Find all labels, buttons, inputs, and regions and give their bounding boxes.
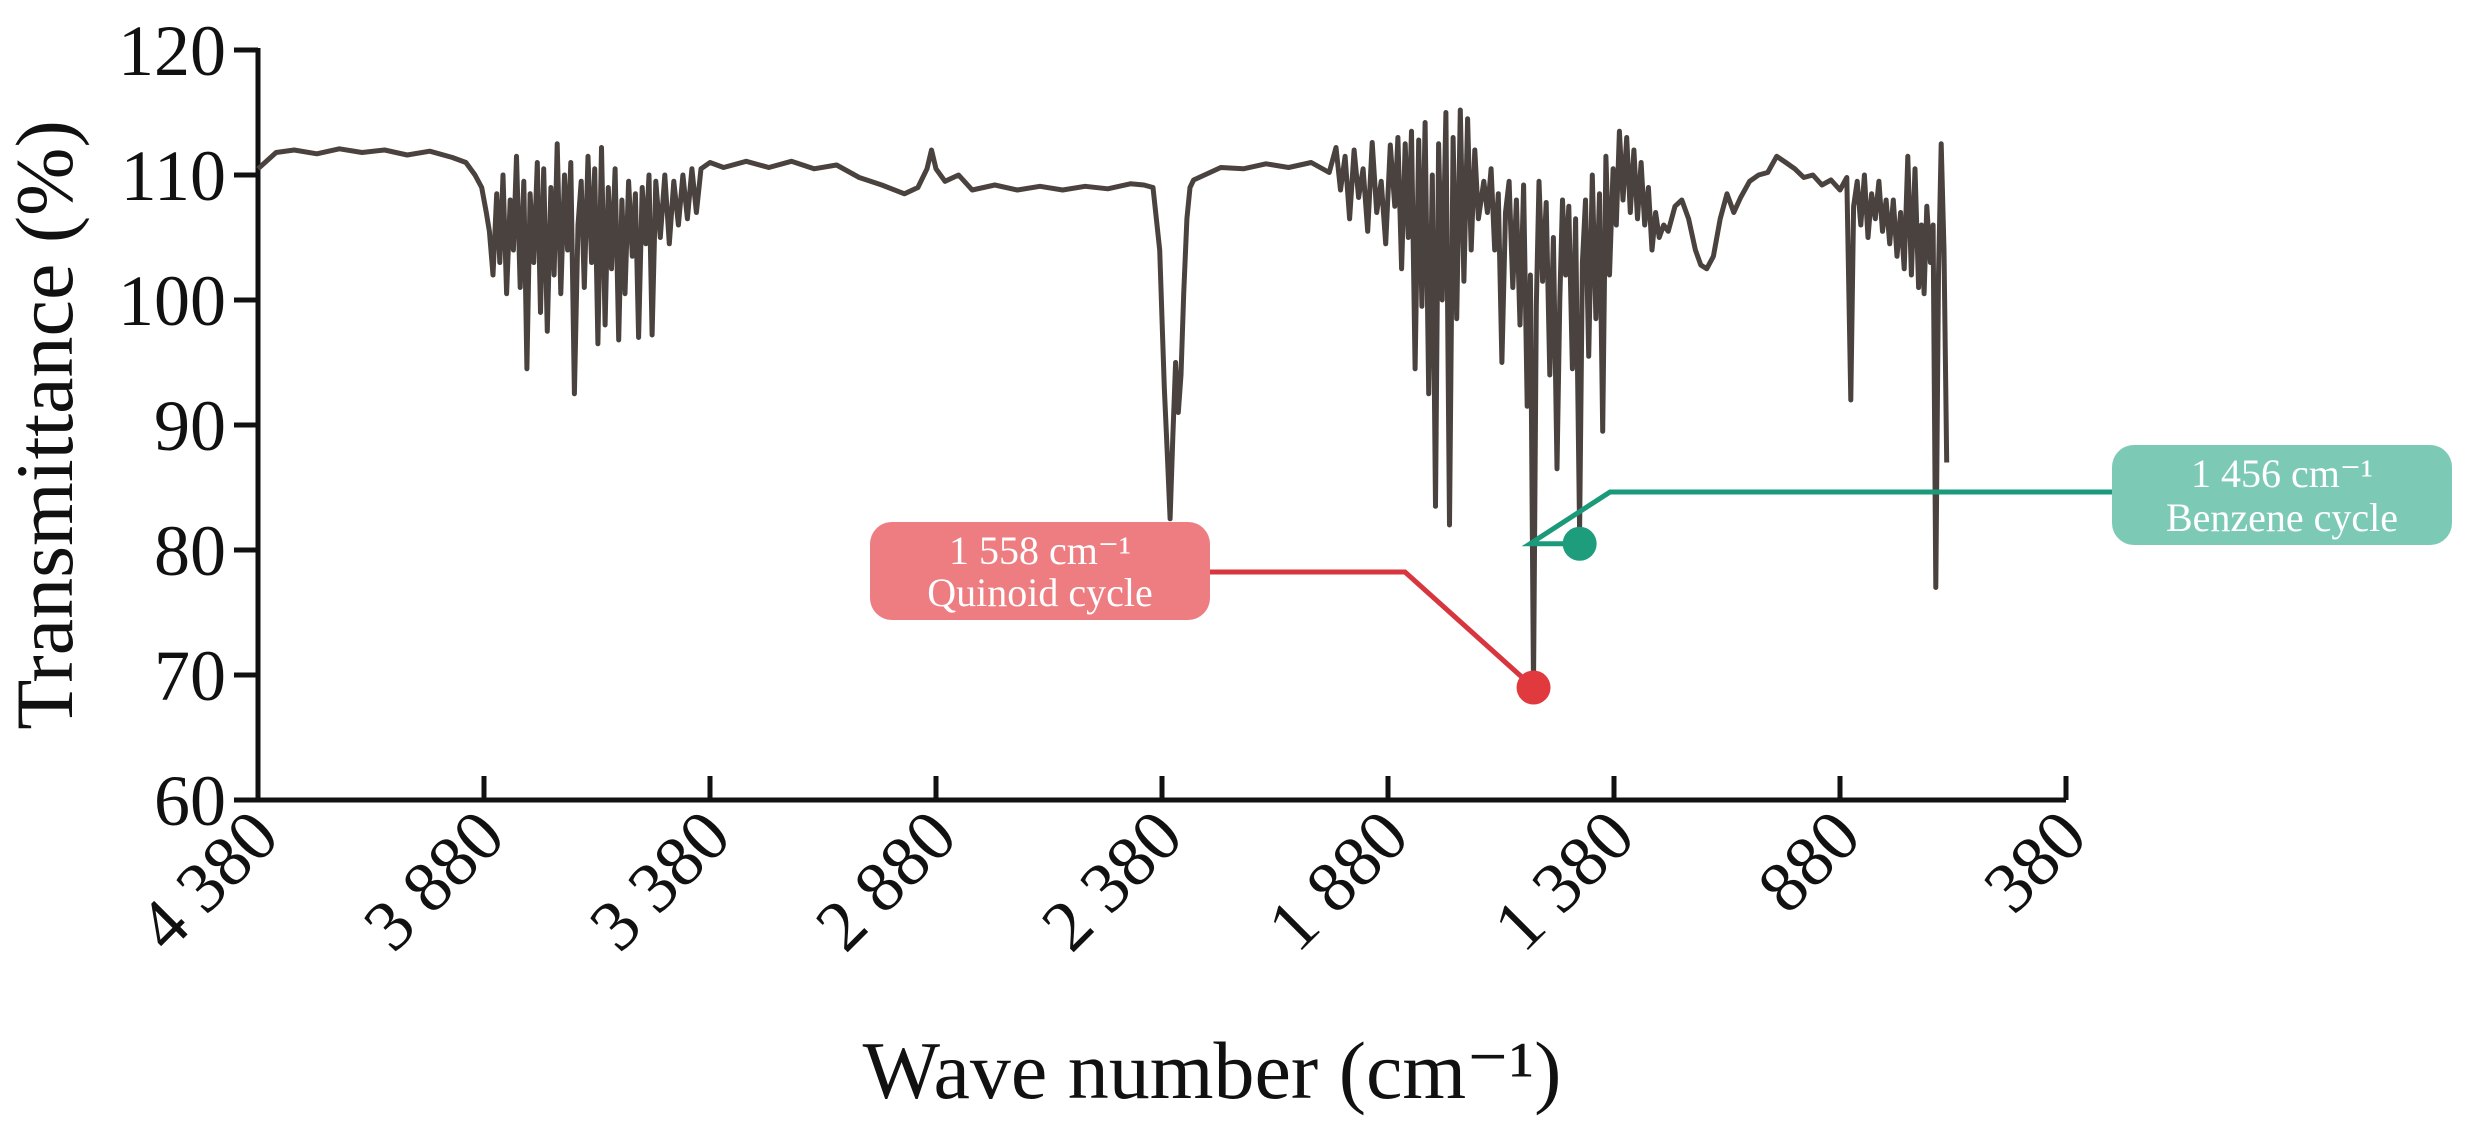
x-ticks: 4 380 3 880 3 380 2 880 2 380 1 880 1 380 880 38… (122, 776, 2101, 966)
x-tick-label: 880 (1742, 795, 1875, 928)
x-tick-label: 3 880 (348, 795, 519, 966)
y-tick-label: 100 (118, 261, 226, 341)
benzene-name-label: Benzene cycle (2166, 495, 2398, 540)
callout-quinoid: 1 558 cm⁻¹ Quinoid cycle (870, 522, 1551, 705)
x-tick-label: 1 880 (1252, 795, 1423, 966)
x-tick-label: 1 380 (1478, 795, 1649, 966)
benzene-marker (1562, 526, 1597, 561)
benzene-leader-line (1521, 489, 2112, 547)
quinoid-wavenumber-label: 1 558 cm⁻¹ (949, 528, 1131, 573)
x-axis-title: Wave number (cm⁻¹) (863, 1025, 1562, 1116)
x-tick-label: 3 380 (574, 795, 745, 966)
benzene-label-box (2112, 445, 2452, 545)
y-tick-label: 70 (154, 636, 226, 716)
y-tick-label: 60 (154, 761, 226, 841)
y-tick-label: 120 (118, 11, 226, 91)
quinoid-label-box (870, 522, 1210, 620)
x-tick-label: 2 880 (800, 795, 971, 966)
callout-benzene: 1 456 cm⁻¹ Benzene cycle (1521, 445, 2452, 561)
quinoid-name-label: Quinoid cycle (927, 570, 1153, 615)
y-tick-label: 90 (154, 386, 226, 466)
y-ticks: 60 70 80 90 100 110 120 (118, 11, 258, 841)
quinoid-leader-line (1210, 569, 1536, 690)
series-line-transmittance (256, 107, 1950, 690)
x-tick-label: 380 (1968, 795, 2101, 928)
y-tick-label: 110 (121, 136, 226, 216)
axes (255, 48, 2066, 803)
benzene-wavenumber-label: 1 456 cm⁻¹ (2191, 451, 2373, 496)
quinoid-marker (1516, 670, 1551, 705)
x-tick-label: 2 380 (1026, 795, 1197, 966)
y-tick-label: 80 (154, 511, 226, 591)
y-axis-title: Transmittance (%) (0, 120, 90, 730)
